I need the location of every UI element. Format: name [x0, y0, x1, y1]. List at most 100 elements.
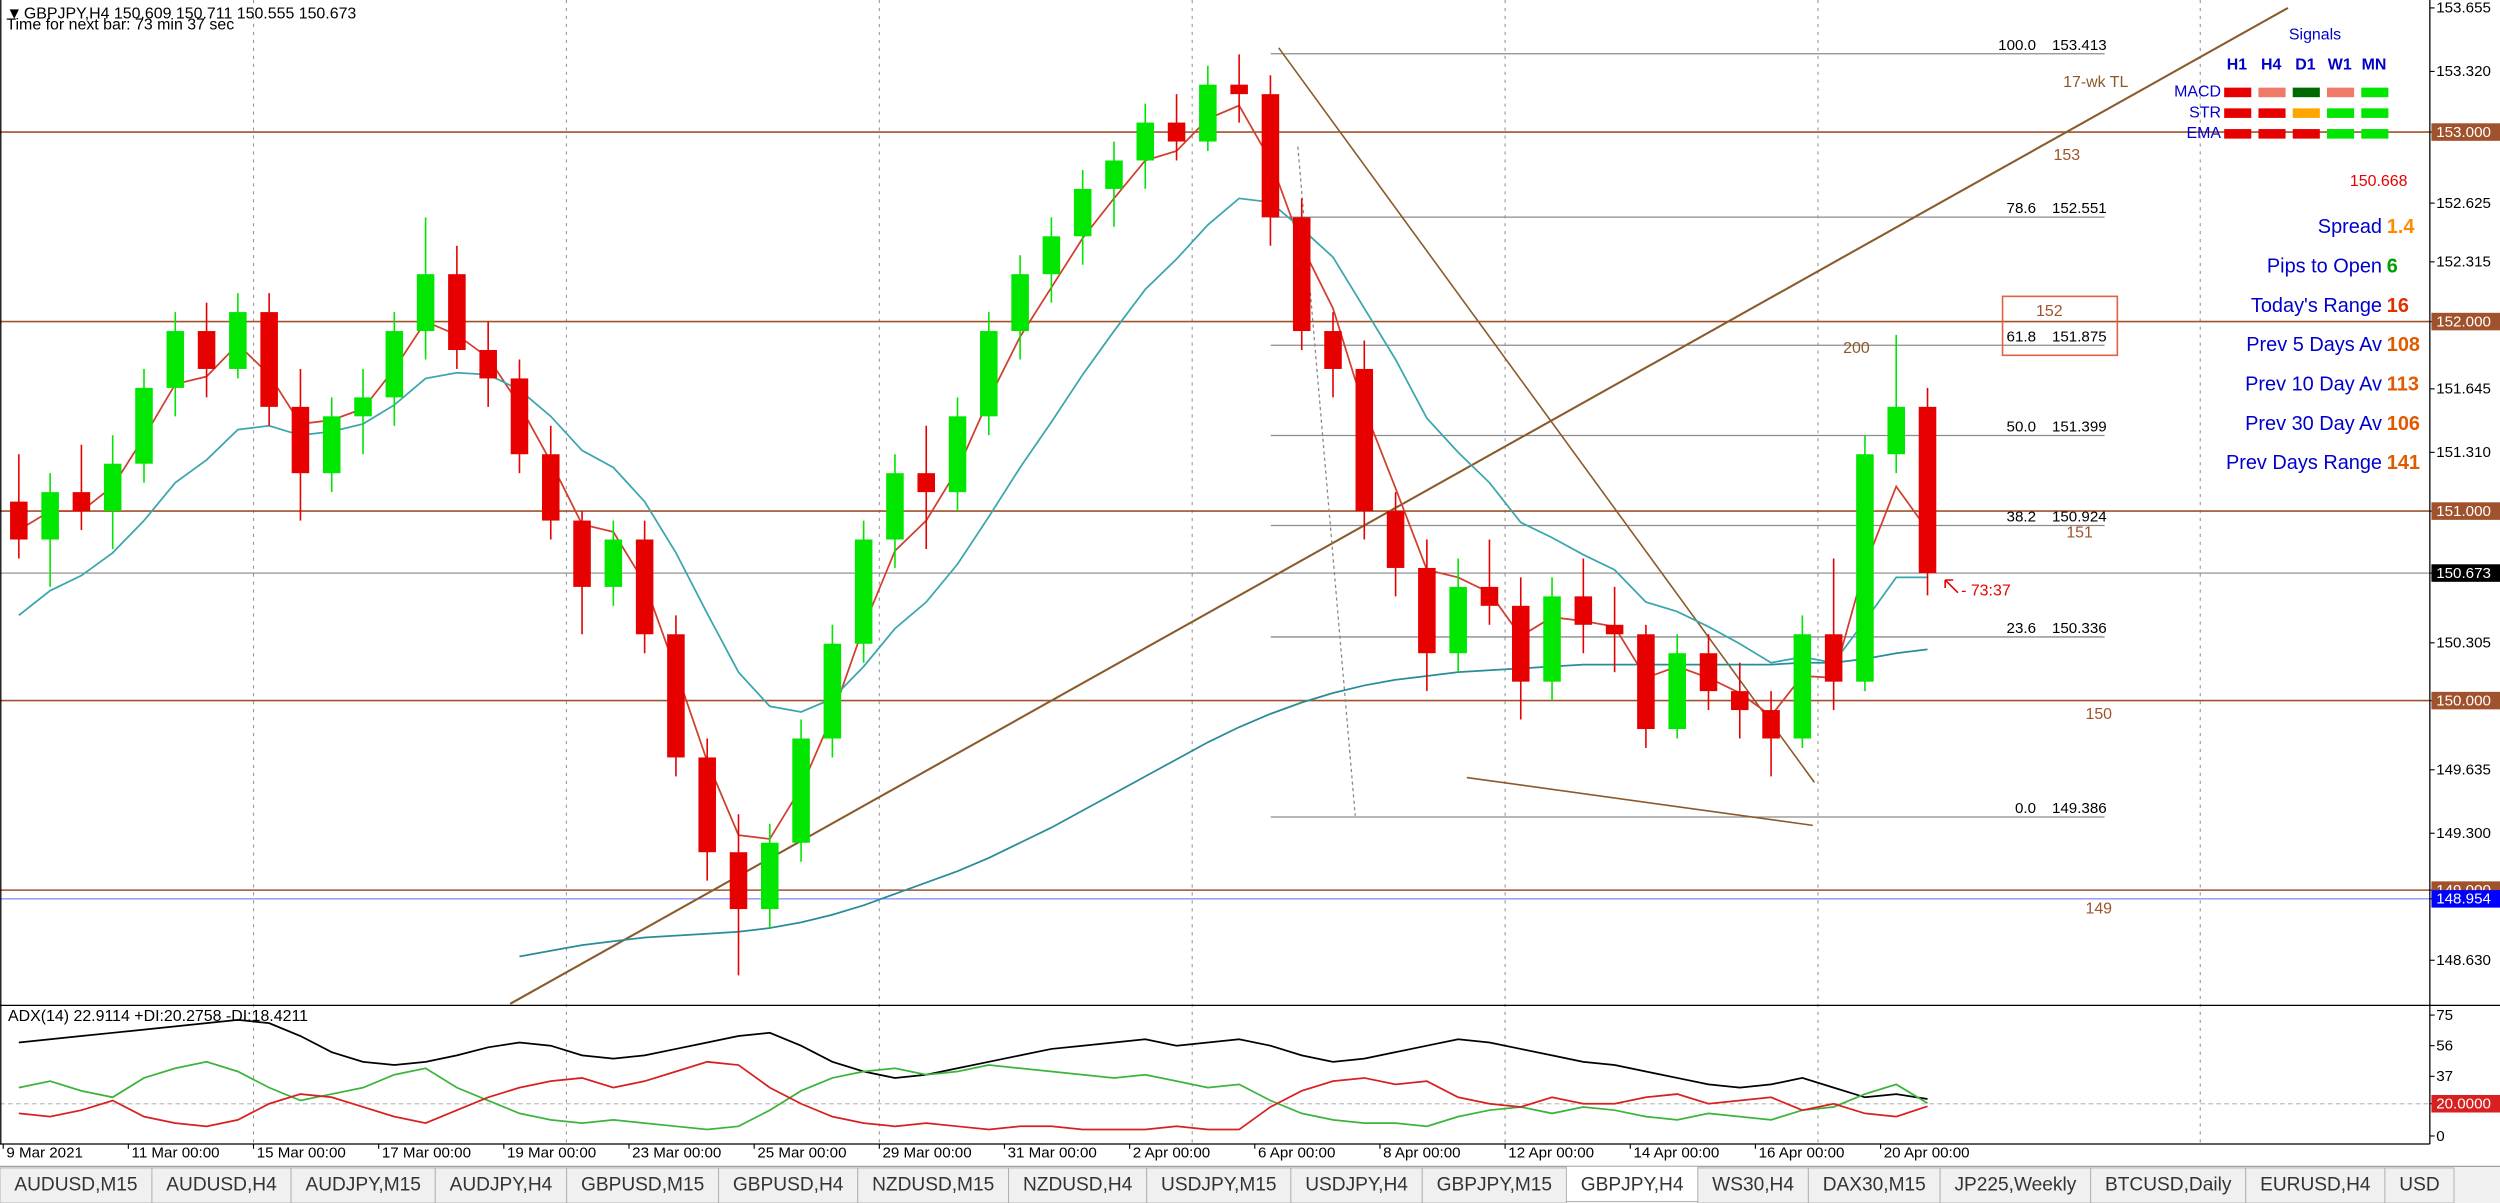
- tab-label[interactable]: AUDUSD,M15: [14, 1175, 137, 1196]
- candle-body: [416, 274, 435, 332]
- tab-label[interactable]: NZDUSD,M15: [872, 1175, 994, 1196]
- y-tick-box: [2431, 312, 2500, 331]
- info-label: Prev 10 Day Av: [2245, 374, 2382, 396]
- candle-body: [1261, 94, 1280, 218]
- tab-label[interactable]: AUDJPY,M15: [305, 1175, 420, 1196]
- candle-body: [229, 312, 247, 369]
- fib-ratio: 38.2: [2007, 509, 2036, 526]
- candle-body: [1449, 586, 1467, 654]
- candle-body: [1355, 368, 1374, 512]
- y-tick-label: 152.625: [2436, 195, 2491, 212]
- candle-body: [385, 331, 404, 398]
- y-tick-label: 151.645: [2436, 381, 2491, 398]
- indicator-line: [18, 1019, 1928, 1100]
- candle-body: [604, 539, 623, 587]
- level-label: 152: [2036, 303, 2063, 320]
- y-tick-box: [2431, 123, 2500, 141]
- fib-price: 153.413: [2052, 37, 2107, 54]
- tab-label[interactable]: USDJPY,M15: [1161, 1175, 1276, 1196]
- tab[interactable]: [566, 1167, 720, 1203]
- signal-box: [2292, 129, 2320, 139]
- tab-label[interactable]: BTCUSD,Daily: [2105, 1175, 2232, 1196]
- level-label: 150: [2085, 706, 2112, 723]
- level-box: [2001, 295, 2119, 357]
- tab-label[interactable]: GBPUSD,M15: [581, 1175, 704, 1196]
- signal-column: D1: [2295, 57, 2316, 74]
- candle-body: [166, 331, 185, 388]
- candle-body: [1574, 596, 1593, 625]
- arrow-icon: [1944, 579, 1959, 594]
- candle-body: [260, 312, 278, 407]
- tab-label[interactable]: GBPJPY,H4: [1581, 1175, 1684, 1196]
- tab-label[interactable]: USD: [2399, 1175, 2439, 1196]
- tab[interactable]: [290, 1167, 436, 1203]
- x-tick-label: 12 Apr 00:00: [1508, 1145, 1594, 1162]
- signal-box: [2224, 129, 2252, 139]
- y-tick-label: 75: [2436, 1007, 2453, 1024]
- signal-column: MN: [2362, 57, 2387, 74]
- tab[interactable]: [2384, 1167, 2455, 1203]
- y-tick-label: 37: [2436, 1068, 2453, 1085]
- fib-price: 151.875: [2052, 328, 2107, 345]
- overlay: ▼ GBPJPY,H4 150.609 150.711 150.555 150.…: [0, 0, 2500, 1162]
- y-tick-label: 148.954: [2436, 891, 2491, 908]
- info-value: 113: [2387, 374, 2419, 396]
- tab[interactable]: [2245, 1167, 2386, 1203]
- annotation: 17-wk TL: [2063, 74, 2128, 91]
- x-tick-label: 25 Mar 00:00: [757, 1145, 846, 1162]
- signal-column: W1: [2328, 57, 2352, 74]
- candle-body: [1292, 217, 1311, 332]
- tab[interactable]: [1146, 1167, 1292, 1203]
- fib-ratio: 0.0: [2015, 800, 2036, 817]
- tab-label[interactable]: GBPJPY,M15: [1437, 1175, 1552, 1196]
- tab-label[interactable]: DAX30,M15: [1823, 1175, 1926, 1196]
- bid-price: 150.668: [2350, 173, 2408, 190]
- tab[interactable]: [0, 1167, 153, 1203]
- tab-label[interactable]: NZDUSD,H4: [1023, 1175, 1133, 1196]
- signal-row-label: MACD: [2174, 84, 2221, 101]
- y-tick-box: [2431, 890, 2500, 908]
- tab-bar: AUDUSD,M15 AUDUSD,H4 AUDJPY,M15 AUDJPY,H4 GB…: [0, 1165, 2500, 1203]
- signal-box: [2224, 87, 2252, 98]
- candle-body: [635, 539, 654, 635]
- y-tick-box: [2431, 1094, 2500, 1113]
- tab[interactable]: [1565, 1165, 1699, 1202]
- y-tick-label: 149.635: [2436, 762, 2491, 779]
- tab-label[interactable]: USDJPY,H4: [1305, 1175, 1408, 1196]
- tab[interactable]: [2090, 1167, 2247, 1203]
- tab[interactable]: [434, 1167, 568, 1203]
- collapse-icon[interactable]: ▼: [6, 6, 22, 23]
- y-tick-box: [2431, 502, 2500, 520]
- tab-label[interactable]: WS30,H4: [1712, 1175, 1794, 1196]
- y-tick-label: 150.305: [2436, 635, 2491, 652]
- tab-label[interactable]: GBPUSD,H4: [733, 1175, 844, 1196]
- candle-body: [854, 539, 873, 644]
- tab-label[interactable]: AUDUSD,H4: [166, 1175, 277, 1196]
- trendline: [1466, 776, 1813, 827]
- info-label: Prev 30 Day Av: [2245, 413, 2382, 435]
- tab-label[interactable]: JP225,Weekly: [1954, 1175, 2076, 1196]
- candle-body: [541, 454, 560, 521]
- level-label: 151: [2066, 525, 2093, 542]
- y-tick-label: 149.300: [2436, 825, 2491, 842]
- y-tick-label: 20.0000: [2436, 1096, 2491, 1113]
- info-label: Spread: [2318, 216, 2382, 238]
- tab[interactable]: [1421, 1167, 1567, 1203]
- info-value: 141: [2387, 452, 2420, 474]
- candle-body: [698, 757, 716, 853]
- candle-body: [1042, 236, 1061, 275]
- tab-label[interactable]: EURUSD,H4: [2260, 1175, 2371, 1196]
- tab[interactable]: [151, 1167, 292, 1203]
- candle-body: [1605, 624, 1624, 635]
- signal-box: [2292, 108, 2320, 118]
- signal-column: H1: [2227, 57, 2248, 74]
- tab[interactable]: [1807, 1167, 1941, 1203]
- tab-label[interactable]: AUDJPY,H4: [450, 1175, 553, 1196]
- tab[interactable]: [1697, 1167, 1809, 1203]
- tab[interactable]: [1008, 1167, 1148, 1203]
- fib-price: 152.551: [2052, 200, 2107, 217]
- tab[interactable]: [1290, 1167, 1423, 1203]
- candle-body: [948, 416, 967, 493]
- candle-body: [10, 501, 28, 540]
